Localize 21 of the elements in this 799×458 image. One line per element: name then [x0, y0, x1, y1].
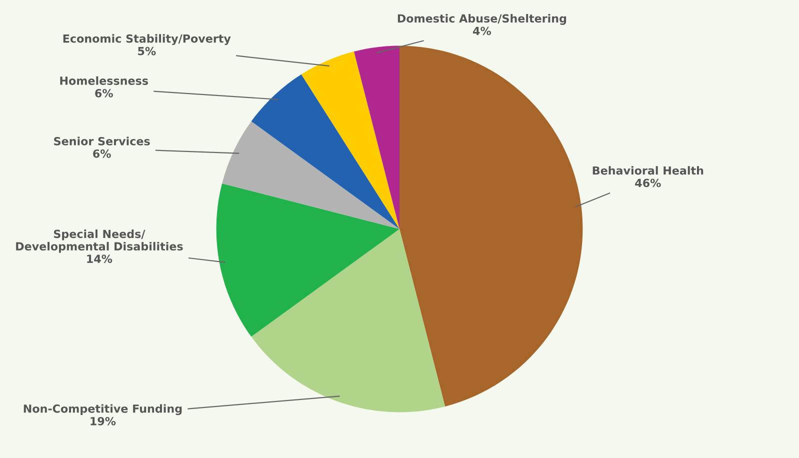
slice-label: Economic Stability/Poverty: [63, 34, 231, 45]
data-label: 6%: [93, 149, 111, 158]
slice-label: Special Needs/ Developmental Disabilities: [16, 230, 183, 253]
slice-label: Senior Services: [54, 136, 150, 146]
pie-slice: [251, 229, 446, 412]
slice-label: Non-Competitive Funding: [24, 404, 182, 416]
pie-slice: [222, 121, 400, 229]
slice-label: Homelessness: [60, 76, 148, 85]
pie-slice: [400, 46, 583, 406]
data-label: 6%: [95, 88, 113, 98]
data-label: 46%: [635, 178, 661, 188]
data-label: 5%: [138, 46, 156, 56]
pie-slice: [354, 46, 400, 229]
pie-slice: [216, 183, 400, 337]
slice-label: Domestic Abuse/Sheltering: [398, 14, 566, 25]
pie-slice: [301, 52, 400, 229]
data-label: 19%: [90, 416, 116, 426]
data-label: 4%: [473, 26, 492, 36]
slice-label: Behavioral Health: [592, 166, 704, 175]
pie-slice: [251, 74, 400, 229]
data-label: 14%: [87, 254, 112, 263]
